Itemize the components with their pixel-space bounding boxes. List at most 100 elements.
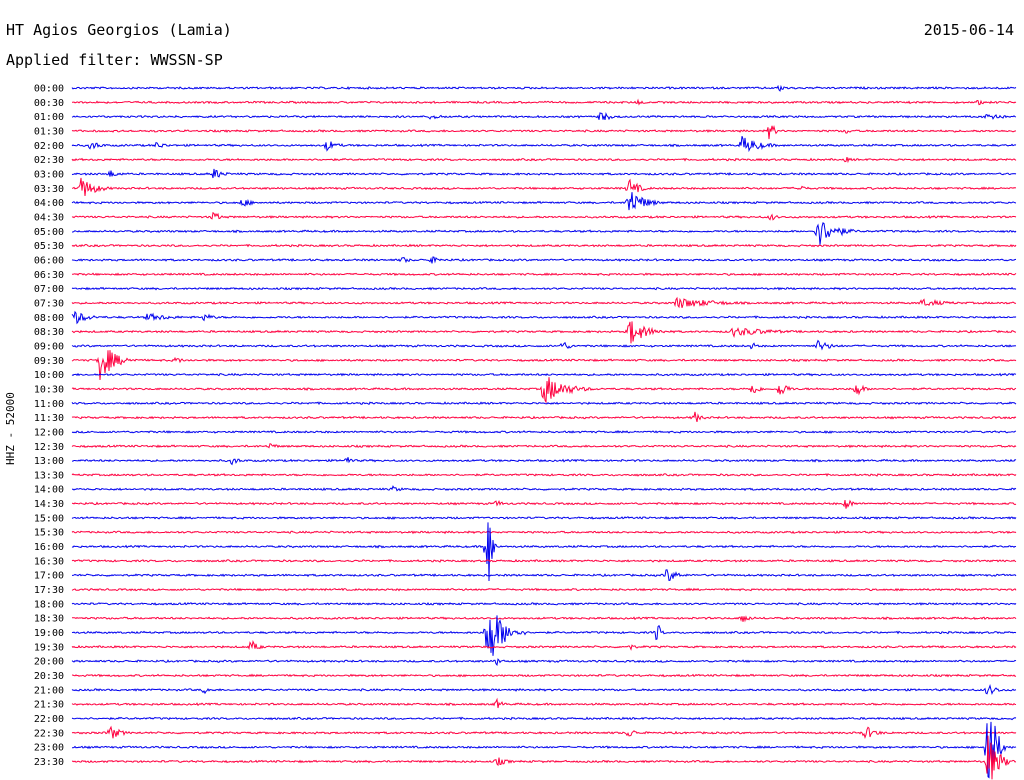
trace-row [71,339,1017,351]
row-time-label: 11:30 [34,413,64,424]
row-time-label: 01:00 [34,112,64,123]
row-time-label: 07:00 [34,284,64,295]
trace-row [71,156,1017,164]
trace-row [71,372,1017,377]
row-time-label: 20:00 [34,657,64,668]
trace-row [71,125,1017,140]
trace-row [71,296,1017,309]
row-time-label: 13:00 [34,456,64,467]
row-time-label: 23:30 [34,757,64,768]
row-time-label: 19:30 [34,642,64,653]
row-time-label: 06:00 [34,255,64,266]
trace-row [71,697,1017,709]
date-label: 2015-06-14 [923,21,1014,39]
trace-row [71,192,1017,211]
trace-row [72,457,1017,466]
row-time-label: 11:00 [34,399,64,410]
row-time-label: 10:30 [34,384,64,395]
row-time-label: 15:30 [34,528,64,539]
row-time-label: 21:00 [34,685,64,696]
trace-row [71,256,1017,264]
trace-row [71,472,1017,477]
trace-row [71,136,1017,153]
trace-row [71,735,1017,780]
row-time-label: 17:30 [34,585,64,596]
filter-label: Applied filter: WWSSN-SP [6,51,223,69]
row-time-label: 01:30 [34,126,64,137]
row-labels: 00:00 00:30 01:00 01:30 02:00 02:30 03:00 03:30… [34,84,64,769]
row-time-label: 10:00 [34,370,64,381]
row-time-label: 13:30 [34,470,64,481]
trace-row [72,569,1017,581]
trace-row [71,377,1017,404]
trace-row [71,401,1017,406]
row-time-label: 22:30 [34,728,64,739]
row-time-label: 21:30 [34,700,64,711]
row-time-label: 14:00 [34,485,64,496]
trace-row [71,558,1017,563]
row-time-label: 23:00 [34,743,64,754]
row-time-label: 04:00 [34,198,64,209]
row-time-label: 07:30 [34,298,64,309]
trace-row [71,429,1017,434]
trace-row [71,530,1017,535]
trace-row [71,684,1017,696]
trace-row [71,615,1017,623]
row-time-label: 16:00 [34,542,64,553]
trace-row [71,485,1017,492]
trace-row [71,177,1017,197]
row-time-label: 22:00 [34,714,64,725]
traces [71,84,1017,780]
row-time-label: 08:30 [34,327,64,338]
row-time-label: 16:30 [34,556,64,567]
trace-row [71,168,1017,179]
row-time-label: 00:00 [34,84,64,95]
row-time-label: 03:00 [34,169,64,180]
row-time-label: 18:00 [34,599,64,610]
trace-row [71,211,1017,221]
row-time-label: 18:30 [34,614,64,625]
row-time-label: 20:30 [34,671,64,682]
trace-row [71,411,1017,423]
row-time-label: 03:30 [34,184,64,195]
trace-row [71,499,1017,509]
trace-row [71,350,1017,381]
trace-row [71,98,1017,106]
trace-row [71,286,1017,291]
row-time-label: 05:30 [34,241,64,252]
trace-row [71,673,1017,678]
trace-row [71,111,1017,121]
row-time-label: 12:00 [34,427,64,438]
trace-row [71,522,1017,582]
trace-row [71,443,1017,449]
row-time-label: 17:00 [34,571,64,582]
trace-row [71,272,1017,277]
trace-row [71,716,1017,721]
trace-row [71,243,1017,248]
station-title: HT Agios Georgios (Lamia) [6,21,232,39]
trace-row [71,587,1017,592]
row-time-label: 02:00 [34,141,64,152]
trace-row [72,222,1017,245]
trace-row [71,615,1017,656]
row-time-label: 04:30 [34,212,64,223]
row-time-label: 14:30 [34,499,64,510]
trace-row [71,658,1017,667]
row-time-label: 06:30 [34,270,64,281]
trace-row [71,84,1017,92]
trace-row [71,639,1017,651]
trace-row [71,310,1017,325]
row-time-label: 09:00 [34,341,64,352]
trace-row [71,721,1017,779]
trace-row [71,602,1017,606]
row-time-label: 12:30 [34,442,64,453]
row-time-label: 08:00 [34,313,64,324]
row-time-label: 05:00 [34,227,64,238]
row-time-label: 09:30 [34,356,64,367]
trace-row [71,321,1017,344]
row-time-label: 02:30 [34,155,64,166]
row-time-label: 19:00 [34,628,64,639]
trace-row [71,725,1017,739]
row-time-label: 00:30 [34,98,64,109]
trace-row [71,515,1017,520]
